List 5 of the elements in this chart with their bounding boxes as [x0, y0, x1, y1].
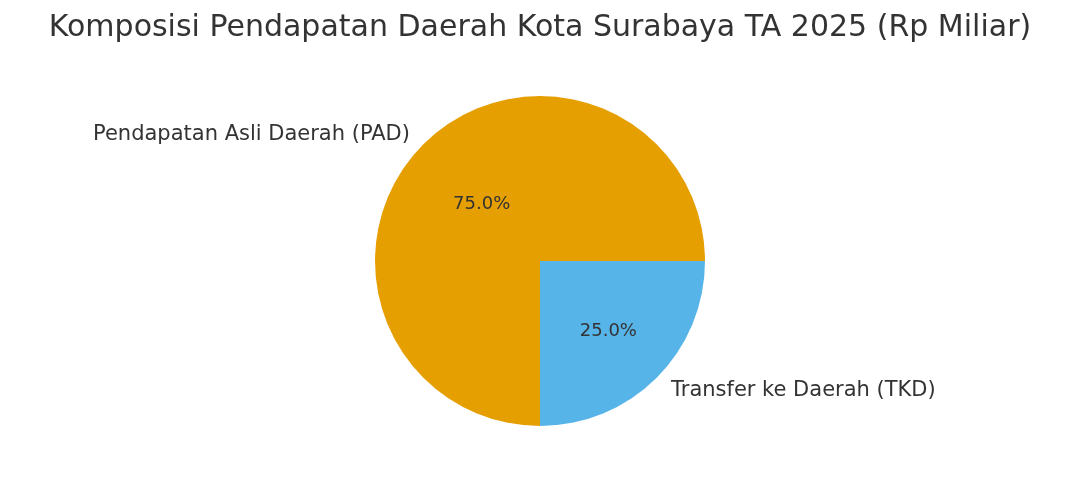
slice-label: Transfer ke Daerah (TKD): [670, 377, 936, 401]
slice-label: Pendapatan Asli Daerah (PAD): [93, 121, 410, 145]
chart-title: Komposisi Pendapatan Daerah Kota Surabaya TA 2025 (Rp Miliar): [48, 7, 1032, 43]
data-label: 25.0%: [579, 318, 637, 340]
data-label: 75.0%: [453, 192, 511, 214]
